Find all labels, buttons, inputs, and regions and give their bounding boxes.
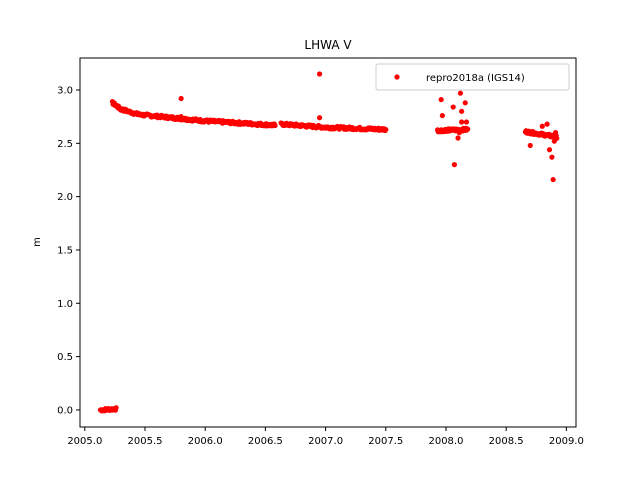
data-point [549, 154, 555, 160]
data-points [97, 71, 560, 414]
data-point [550, 176, 556, 183]
y-tick-label: 2.0 [57, 192, 73, 203]
data-point [459, 119, 465, 125]
data-point [552, 130, 559, 136]
data-point [551, 138, 557, 144]
x-tick-label: 2007.5 [368, 436, 403, 447]
data-point [383, 126, 389, 133]
data-point [527, 142, 533, 149]
plot-area [80, 58, 576, 427]
data-point [438, 96, 444, 103]
y-tick-label: 0.0 [57, 405, 73, 416]
y-tick-label: 3.0 [57, 85, 73, 96]
y-tick-label: 0.5 [57, 352, 73, 363]
data-point [272, 122, 278, 129]
data-point [178, 114, 184, 120]
y-tick-label: 2.5 [57, 139, 73, 150]
data-point [463, 119, 470, 125]
legend-box [375, 63, 570, 91]
legend-marker [394, 74, 400, 80]
plot-background [80, 58, 576, 427]
x-tick-label: 2009.0 [549, 436, 584, 447]
x-tick-label: 2006.5 [248, 436, 283, 447]
y-tick-label: 1.0 [57, 299, 73, 310]
data-point [539, 123, 545, 129]
x-tick-label: 2007.0 [308, 436, 343, 447]
x-tick-label: 2008.0 [428, 436, 463, 447]
data-point [544, 121, 550, 127]
data-point [316, 71, 323, 77]
data-point [451, 162, 458, 168]
x-tick-label: 2006.0 [188, 436, 223, 447]
data-point [456, 130, 462, 136]
data-point [546, 147, 553, 153]
y-tick-label: 1.5 [57, 245, 73, 256]
x-axis: 2005.0 2005.5 2006.0 2006.5 2007.0 2007.5 2008… [67, 427, 584, 447]
chart-title: LHWA V [304, 38, 352, 52]
data-point [455, 135, 461, 141]
legend-label: repro2018a (IGS14) [426, 73, 525, 84]
y-axis: 0.0 0.5 1.0 1.5 2.0 2.5 3.0 [57, 85, 80, 416]
plot-frame [79, 57, 577, 428]
data-point [465, 126, 471, 132]
data-point [439, 112, 445, 119]
data-point [316, 115, 323, 121]
x-tick-label: 2005.0 [67, 436, 102, 447]
x-tick-label: 2008.5 [489, 436, 524, 447]
data-point [457, 90, 464, 96]
data-point [178, 95, 184, 102]
data-point [113, 405, 119, 411]
legend: repro2018a (IGS14) [375, 63, 570, 91]
x-tick-label: 2005.5 [128, 436, 163, 447]
y-axis-label: m [32, 237, 43, 247]
data-point [450, 104, 456, 110]
data-point [459, 108, 465, 114]
data-point [462, 100, 468, 106]
